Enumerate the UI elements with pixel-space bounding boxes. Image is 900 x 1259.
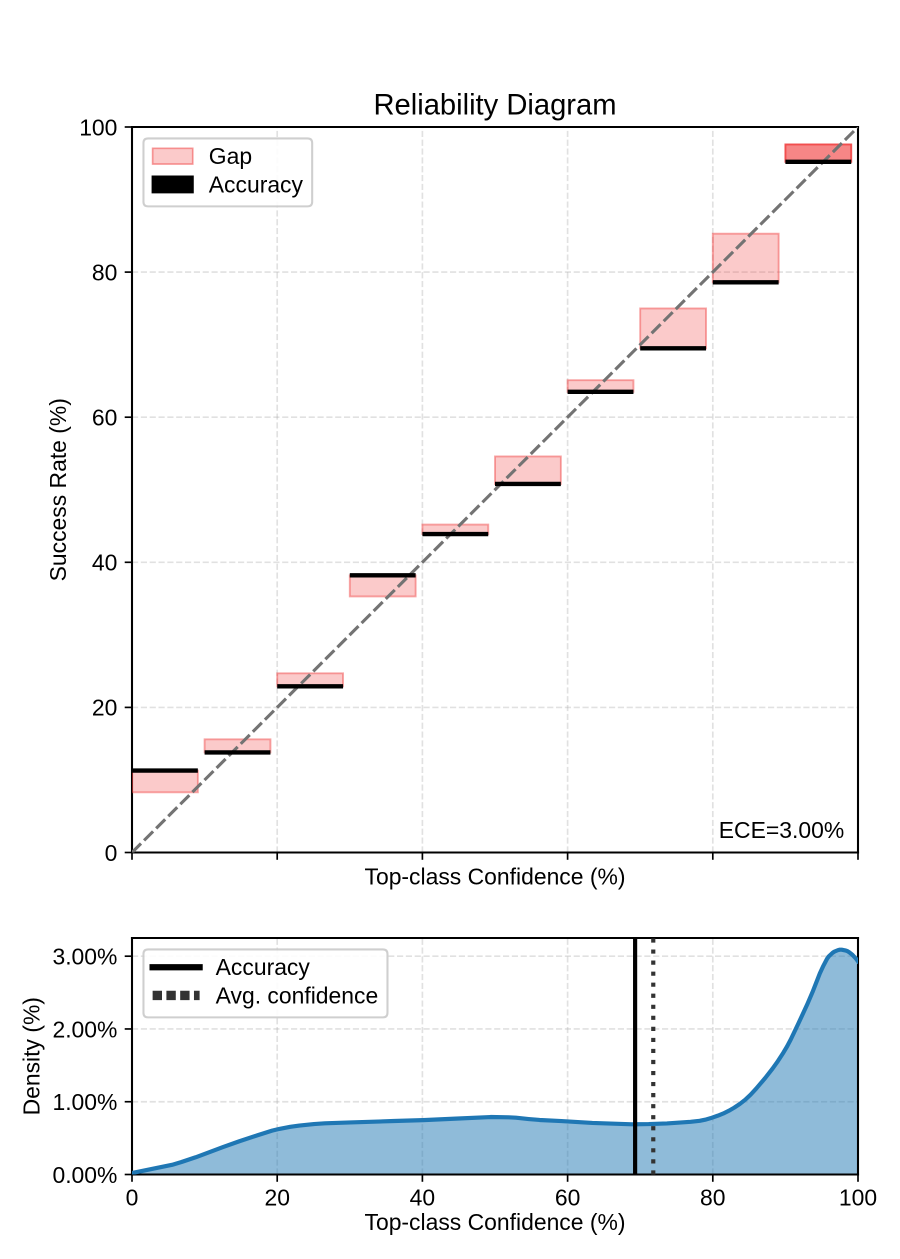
svg-text:20: 20	[264, 1185, 289, 1211]
svg-text:3.00%: 3.00%	[52, 943, 117, 969]
svg-text:Top-class Confidence (%): Top-class Confidence (%)	[365, 864, 626, 890]
svg-text:0.00%: 0.00%	[52, 1162, 117, 1188]
svg-text:Gap: Gap	[209, 143, 252, 169]
svg-text:Reliability Diagram: Reliability Diagram	[373, 90, 616, 122]
svg-text:Accuracy: Accuracy	[216, 954, 311, 980]
svg-text:0: 0	[105, 840, 118, 866]
svg-text:Avg. confidence: Avg. confidence	[216, 982, 379, 1008]
svg-text:Accuracy: Accuracy	[209, 171, 304, 197]
svg-text:40: 40	[92, 550, 117, 576]
svg-text:100: 100	[79, 114, 117, 140]
svg-text:0: 0	[126, 1185, 139, 1211]
svg-text:60: 60	[555, 1185, 580, 1211]
svg-text:2.00%: 2.00%	[52, 1016, 117, 1042]
svg-text:100: 100	[839, 1185, 877, 1211]
svg-text:20: 20	[92, 695, 117, 721]
svg-text:40: 40	[410, 1185, 435, 1211]
svg-text:80: 80	[700, 1185, 725, 1211]
svg-text:60: 60	[92, 405, 117, 431]
svg-text:ECE=3.00%: ECE=3.00%	[719, 817, 844, 843]
svg-text:Top-class Confidence (%): Top-class Confidence (%)	[365, 1209, 626, 1235]
svg-text:Success Rate (%): Success Rate (%)	[45, 398, 71, 581]
svg-text:80: 80	[92, 259, 117, 285]
svg-text:1.00%: 1.00%	[52, 1089, 117, 1115]
svg-text:Density (%): Density (%)	[18, 997, 44, 1115]
